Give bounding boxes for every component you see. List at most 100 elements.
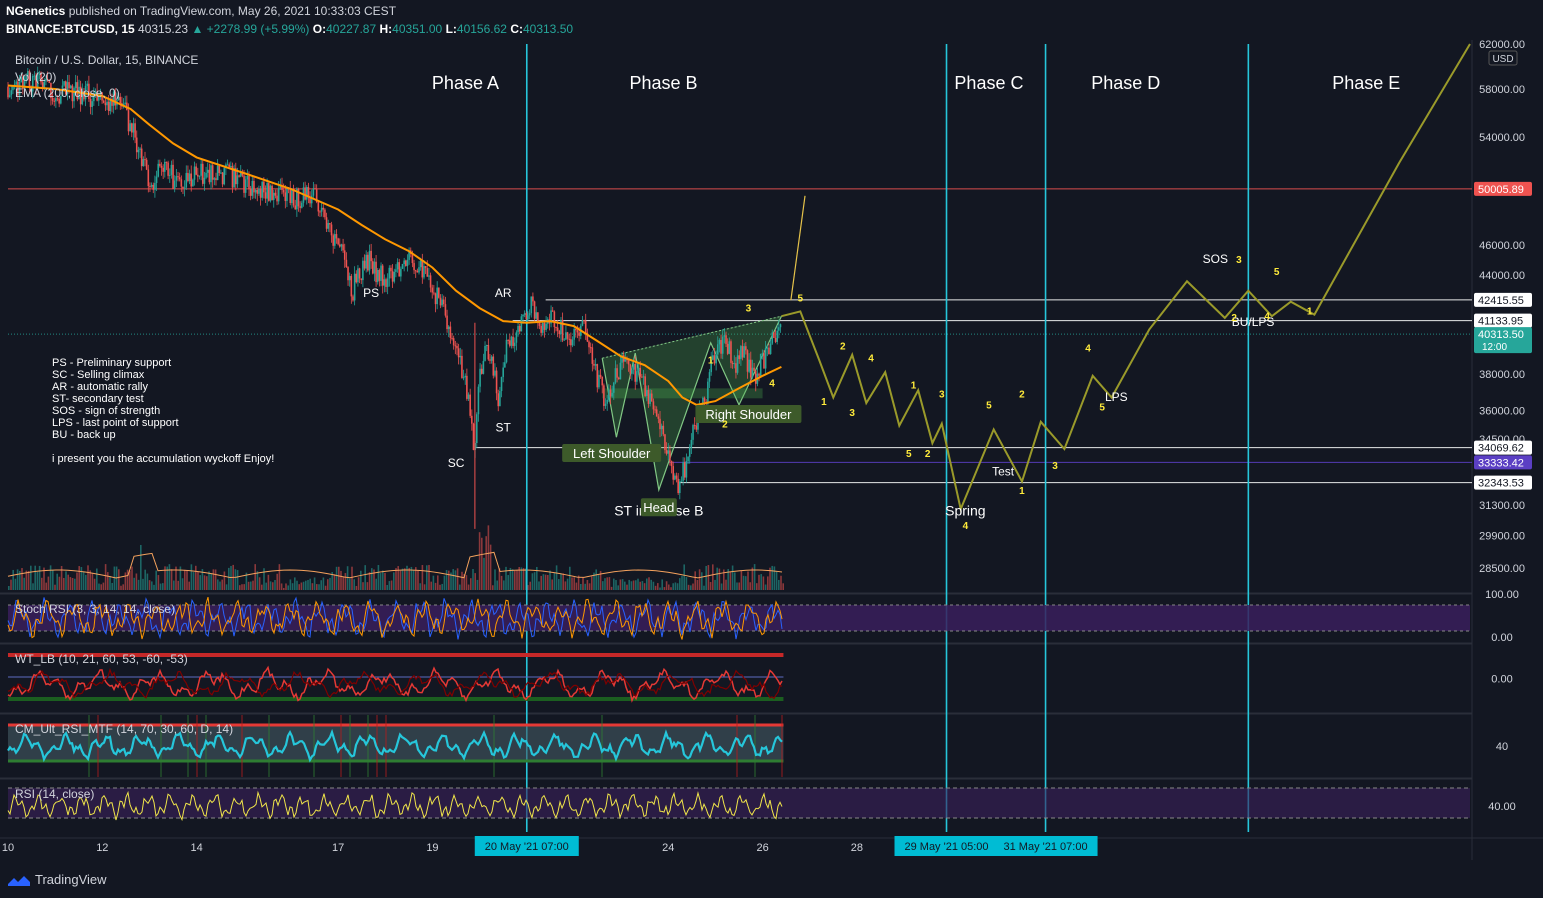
volume-bar: [549, 570, 551, 590]
candle-body: [439, 297, 442, 306]
tradingview-brand[interactable]: TradingView: [8, 872, 107, 887]
volume-bar: [283, 587, 285, 590]
candle-body: [707, 381, 709, 404]
candle-body: [329, 223, 331, 225]
volume-bar: [417, 570, 419, 590]
wyckoff-label: SC: [448, 456, 465, 470]
volume-bar: [357, 577, 360, 590]
candle-body: [528, 313, 531, 316]
candle-body: [371, 261, 374, 274]
volume-bar: [45, 582, 47, 590]
candle-body: [139, 148, 141, 150]
volume-bar: [705, 565, 707, 590]
candle-body: [97, 94, 100, 101]
candle-body: [51, 97, 54, 101]
candle-body: [385, 279, 387, 287]
volume-bar: [245, 572, 248, 590]
candle-body: [28, 71, 31, 88]
price-tick-label: 46000.00: [1479, 240, 1525, 252]
candle-body: [99, 92, 102, 95]
candle-body: [441, 299, 443, 306]
volume-bar: [76, 572, 78, 590]
candle-body: [424, 266, 427, 269]
pattern-tag: Head: [643, 500, 674, 515]
volume-bar: [562, 573, 564, 590]
volume-bar: [725, 579, 727, 590]
wt2-line: [7, 667, 783, 700]
volume-bar: [745, 576, 747, 590]
volume-bar: [148, 580, 151, 590]
volume-bar: [758, 574, 760, 590]
price-level-label: 40313.50: [1478, 329, 1524, 341]
candle-body: [664, 434, 666, 451]
candle-body: [728, 341, 731, 354]
volume-bar: [536, 566, 538, 590]
phase-label: Phase A: [432, 73, 499, 93]
candle-body: [408, 250, 410, 260]
ohlc-low-label: L:: [445, 22, 457, 36]
volume-bar: [573, 577, 575, 590]
candle-body: [731, 362, 734, 364]
volume-bar: [632, 580, 635, 590]
volume-bar: [362, 582, 364, 590]
pane-tick-label: 100.00: [1485, 589, 1519, 601]
volume-bar: [511, 569, 514, 590]
wave-number: 5: [1099, 402, 1105, 413]
volume-bar: [720, 583, 723, 590]
volume-bar: [560, 573, 562, 590]
candle-body: [69, 85, 72, 89]
volume-bar: [349, 578, 351, 590]
wyckoff-label: AR: [495, 286, 512, 300]
volume-bar: [388, 581, 391, 590]
candle-body: [109, 98, 112, 112]
volume-bar: [709, 582, 712, 590]
candle-body: [296, 188, 298, 210]
volume-bar: [500, 575, 503, 590]
candle-body: [117, 96, 120, 101]
volume-bar: [685, 577, 688, 590]
rsi-band: [8, 788, 1470, 818]
volume-bar: [263, 568, 265, 590]
candle-body: [550, 310, 552, 324]
candle-body: [35, 75, 37, 89]
wave-number: 3: [939, 389, 945, 400]
candle-body: [22, 77, 24, 89]
candle-body: [167, 162, 169, 176]
volume-bar: [252, 580, 254, 590]
candle-body: [272, 192, 275, 200]
volume-bar: [397, 566, 399, 590]
candle-body: [581, 320, 584, 326]
candle-body: [662, 425, 665, 435]
candle-body: [43, 81, 46, 89]
candle-body: [170, 164, 173, 175]
candle-body: [386, 278, 389, 287]
candle-body: [436, 287, 438, 305]
candle-body: [423, 266, 425, 278]
volume-bar: [289, 579, 292, 590]
candle-body: [679, 481, 681, 494]
candle-body: [307, 187, 310, 197]
candle-body: [68, 82, 70, 89]
candle-body: [178, 177, 181, 180]
candle-body: [507, 339, 509, 341]
candle-body: [718, 339, 721, 345]
time-tick-label: 17: [332, 842, 344, 854]
candle-body: [669, 450, 671, 461]
candle-body: [771, 332, 774, 344]
legend-note: BU - back up: [52, 429, 116, 441]
candle-body: [27, 71, 29, 77]
publisher-name[interactable]: NGenetics: [6, 4, 66, 18]
volume-bar: [727, 569, 729, 590]
volume-bar: [91, 573, 94, 590]
candle-body: [490, 356, 493, 361]
candle-body: [276, 195, 278, 202]
ohlc-high: 40351.00: [392, 22, 443, 36]
volume-bar: [742, 575, 745, 590]
legend-note: SOS - sign of strength: [52, 405, 160, 417]
volume-bar: [399, 570, 402, 590]
candle-body: [112, 91, 115, 106]
candle-body: [560, 319, 562, 335]
volume-bar: [8, 585, 10, 590]
volume-bar: [456, 568, 459, 590]
